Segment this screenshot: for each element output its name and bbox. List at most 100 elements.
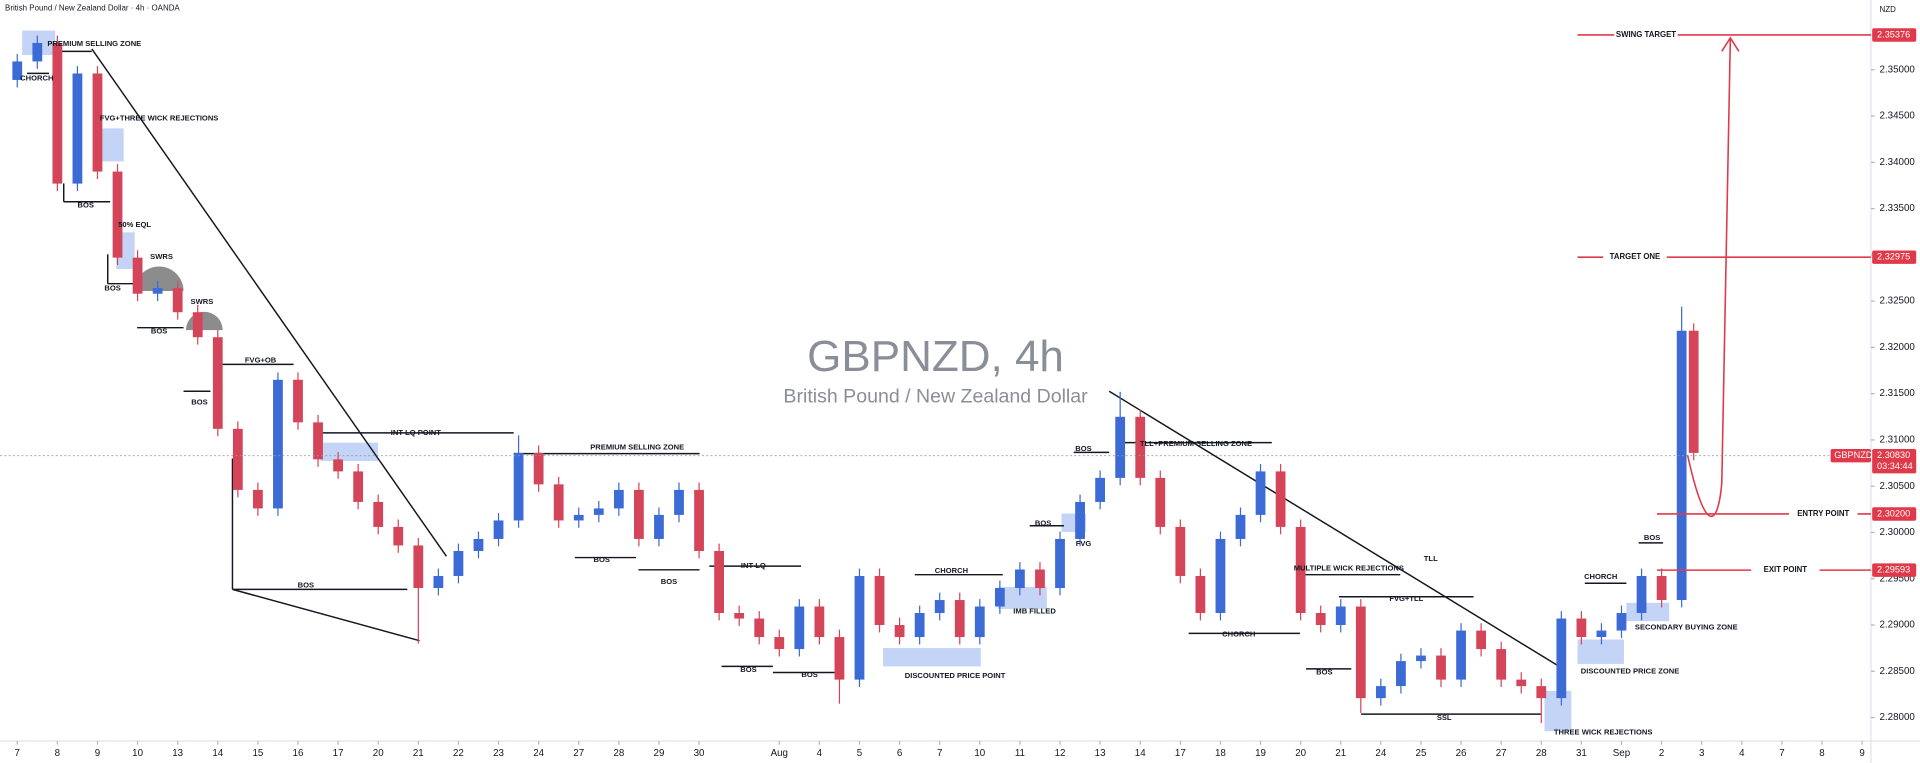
- x-tick-label: 8: [55, 748, 60, 759]
- candle-body: [1516, 679, 1527, 687]
- y-tick-label: 2.33500: [1880, 203, 1916, 214]
- zone: [997, 586, 1047, 609]
- candle-body: [32, 42, 43, 62]
- candle-body: [333, 459, 343, 472]
- y-tick-label: 2.32000: [1880, 342, 1916, 353]
- candle-body: [1315, 612, 1326, 626]
- annotation: FVG+THREE WICK REJECTIONS: [100, 114, 219, 123]
- price-tag-label: 2.29593: [1877, 565, 1910, 575]
- last-price-tag: [1872, 448, 1917, 474]
- y-tick-label: 2.29500: [1880, 573, 1916, 584]
- annotation: CHORCH: [20, 73, 53, 82]
- candle-body: [92, 73, 103, 172]
- candle-body: [954, 600, 965, 638]
- candle-body: [12, 61, 23, 80]
- x-tick-label: 20: [1295, 748, 1306, 759]
- x-tick-label: 21: [413, 748, 424, 759]
- y-tick-label: 2.30000: [1880, 527, 1916, 538]
- price-tag: [1872, 28, 1917, 42]
- x-tick-label: 26: [1456, 748, 1467, 759]
- candle-body: [1055, 538, 1065, 589]
- annotation: BOS: [151, 326, 167, 335]
- symbol-tag: [1830, 448, 1871, 463]
- x-tick-label: 2: [1659, 748, 1664, 759]
- candle-body: [313, 422, 323, 460]
- annotation: BOS: [1035, 518, 1051, 527]
- candle-body: [1335, 606, 1346, 626]
- y-tick-label: 2.35000: [1880, 64, 1916, 75]
- countdown: 03:34:44: [1877, 461, 1913, 471]
- x-tick-label: 10: [132, 748, 143, 759]
- annotation: BOS: [104, 284, 120, 293]
- candle-body: [774, 637, 785, 650]
- x-tick-label: 28: [613, 748, 624, 759]
- candle-body: [1676, 330, 1687, 601]
- candle-body: [573, 514, 584, 521]
- candles: [12, 35, 1699, 724]
- x-tick-label: 14: [212, 748, 223, 759]
- candle-body: [1636, 575, 1647, 613]
- annotation: BOS: [661, 577, 677, 586]
- candle-body: [132, 257, 143, 294]
- candle-body: [353, 471, 364, 502]
- x-tick-label: 28: [1536, 748, 1547, 759]
- annotation: INT LQ: [741, 561, 766, 570]
- annotation: BOS: [191, 397, 207, 406]
- y-tick-label: 2.31000: [1880, 435, 1916, 446]
- x-tick-label: 4: [817, 748, 823, 759]
- zone: [1577, 639, 1624, 664]
- x-tick-label: 12: [1055, 748, 1066, 759]
- x-tick-label: 4: [1739, 748, 1745, 759]
- trend-line: [1108, 390, 1560, 668]
- x-tick-label: 23: [493, 748, 504, 759]
- x-tick-label: 30: [694, 748, 705, 759]
- x-tick-label: 21: [1335, 748, 1346, 759]
- candle-body: [1295, 526, 1306, 613]
- annotation: FVG+TLL: [1389, 594, 1423, 603]
- annotation: SECONDARY BUYING ZONE: [1635, 622, 1738, 631]
- x-tick-label: 29: [654, 748, 665, 759]
- x-tick-label: 14: [1135, 748, 1146, 759]
- candle-body: [1496, 649, 1507, 680]
- annotation: BOS: [801, 670, 817, 679]
- x-tick-label: 8: [1819, 748, 1824, 759]
- x-tick-label: 10: [974, 748, 985, 759]
- candle-body: [1015, 569, 1025, 589]
- candle-body: [1175, 526, 1186, 576]
- annotation: 50% EQL: [118, 220, 151, 229]
- annotation: BOS: [78, 200, 94, 209]
- annotation: CHORCH: [1584, 572, 1617, 581]
- x-tick-label: 13: [1095, 748, 1106, 759]
- annotation: SWRS: [150, 252, 173, 261]
- annotation: BOS: [594, 555, 610, 564]
- x-tick-label: Sep: [1613, 748, 1631, 759]
- candle-body: [794, 606, 805, 650]
- level-label: SWING TARGET: [1616, 30, 1676, 39]
- candle-body: [1115, 416, 1126, 478]
- x-tick-label: 24: [533, 748, 544, 759]
- x-tick-label: 31: [1576, 748, 1587, 759]
- candle-body: [854, 575, 865, 680]
- candle-body: [413, 545, 424, 589]
- y-tick-label: 2.34000: [1880, 157, 1916, 168]
- candle-body: [1436, 655, 1446, 680]
- y-tick-label: 2.31500: [1880, 388, 1916, 399]
- arrow-head: [1721, 36, 1740, 52]
- annotation: CHORCH: [1222, 630, 1255, 639]
- price-tag: [1872, 507, 1917, 521]
- candle-body: [1688, 330, 1699, 453]
- zone: [882, 648, 981, 667]
- x-tick-label: 24: [1375, 748, 1386, 759]
- x-tick-label: 17: [333, 748, 344, 759]
- candle-body: [1576, 618, 1587, 638]
- candle-body: [393, 526, 404, 546]
- candle-body: [1616, 612, 1627, 631]
- annotation: SWRS: [191, 297, 214, 306]
- candle-body: [273, 379, 283, 509]
- candle-body: [914, 612, 925, 638]
- level-label-bg: [1614, 29, 1678, 41]
- candle-body: [232, 428, 243, 490]
- trend-line: [232, 588, 420, 642]
- candle-body: [553, 484, 564, 521]
- swrs-arc: [134, 266, 184, 292]
